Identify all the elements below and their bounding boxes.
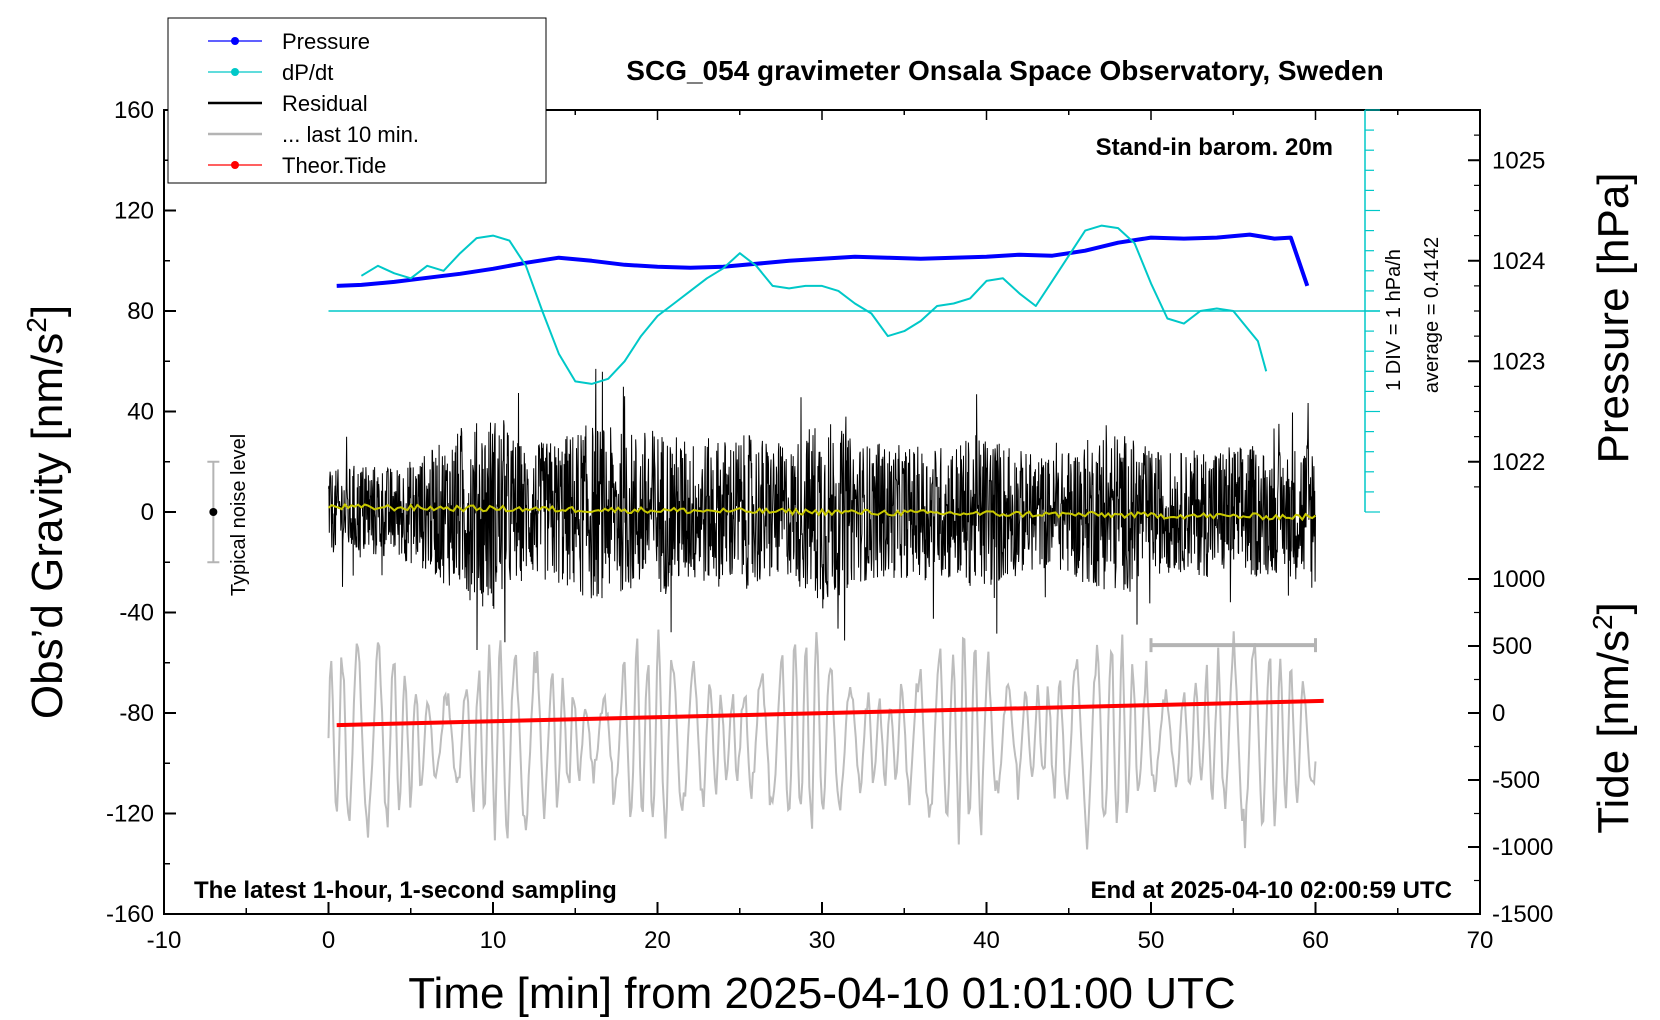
legend-dot-0 <box>231 37 239 45</box>
tide-tick-label: -1500 <box>1492 901 1553 928</box>
legend: Pressure dP/dt Residual ... last 10 min. The… <box>167 17 547 184</box>
average-label: average = 0.4142 <box>1421 237 1443 393</box>
legend-label-1: dP/dt <box>282 60 333 85</box>
legend-label-4: Theor.Tide <box>282 153 386 178</box>
y-tick-label: 80 <box>127 298 154 325</box>
x-tick-label: 20 <box>644 927 671 954</box>
axes-layer: -10 0 10 20 30 40 50 60 70 160 120 80 40 0 -40 -80 -120 -… <box>106 97 1553 954</box>
legend-label-2: Residual <box>282 91 368 116</box>
tide-tick-label: 0 <box>1492 700 1505 727</box>
x-tick-label: -10 <box>147 927 182 954</box>
x-tick-label: 60 <box>1302 927 1329 954</box>
y-tick-label: -80 <box>119 700 154 727</box>
y-tick-label: 0 <box>141 499 154 526</box>
x-tick-label: 40 <box>973 927 1000 954</box>
x-tick-label: 0 <box>322 927 335 954</box>
bottom-left-note: The latest 1-hour, 1-second sampling <box>194 877 617 904</box>
pressure-tick-label: 1023 <box>1492 348 1545 375</box>
y-axis-title-left-sup: 2 <box>21 317 52 333</box>
x-axis-title: Time [min] from 2025-04-10 01:01:00 UTC <box>408 969 1235 1018</box>
y-tick-label: -40 <box>119 600 154 627</box>
tide-tick-label: 500 <box>1492 633 1532 660</box>
x-tick-label: 70 <box>1467 927 1494 954</box>
x-tick-label: 10 <box>480 927 507 954</box>
residual-series <box>328 368 1316 651</box>
legend-dot-1 <box>231 68 239 76</box>
y-axis-title-left: Obs’d Gravity [nm/s2] <box>21 305 72 719</box>
barometer-note: Stand-in barom. 20m <box>1096 134 1333 161</box>
last-10-min-series <box>327 629 1317 850</box>
bottom-right-note: End at 2025-04-10 02:00:59 UTC <box>1091 877 1453 904</box>
tide-axis-title-end: ] <box>1589 602 1638 614</box>
legend-label-0: Pressure <box>282 29 370 54</box>
y-tick-label: -120 <box>106 801 154 828</box>
tide-axis-title-main: Tide [nm/s <box>1589 630 1638 834</box>
x-tick-label: 30 <box>809 927 836 954</box>
tide-tick-label: -500 <box>1492 767 1540 794</box>
tide-axis-title: Tide [nm/s2] <box>1587 602 1638 834</box>
tide-tick-label: 1000 <box>1492 566 1545 593</box>
x-tick-label: 50 <box>1138 927 1165 954</box>
y-axis-title-left-main: Obs’d Gravity [nm/s <box>23 333 72 719</box>
pressure-tick-label: 1022 <box>1492 449 1545 476</box>
noise-label: Typical noise level <box>228 434 250 596</box>
tide-axis-title-sup: 2 <box>1587 614 1618 630</box>
legend-box <box>167 17 547 184</box>
y-tick-label: 160 <box>114 97 154 124</box>
pressure-axis-title: Pressure [hPa] <box>1589 172 1638 463</box>
pressure-tick-label: 1024 <box>1492 248 1545 275</box>
y-tick-label: 120 <box>114 198 154 225</box>
series-2 <box>336 698 1324 728</box>
legend-dot-4 <box>231 161 239 169</box>
div-label: 1 DIV = 1 hPa/h <box>1383 249 1405 391</box>
y-tick-label: 40 <box>127 399 154 426</box>
pressure-tick-label: 1025 <box>1492 147 1545 174</box>
series-1 <box>360 224 1268 385</box>
chart-title: SCG_054 gravimeter Onsala Space Observat… <box>626 55 1383 86</box>
y-axis-title-left-end: ] <box>23 305 72 317</box>
noise-bar-dot <box>209 508 218 516</box>
tide-tick-label: -1000 <box>1492 834 1553 861</box>
legend-label-3: ... last 10 min. <box>282 122 419 147</box>
y-tick-label: -160 <box>106 901 154 928</box>
smoothed-residual-series <box>327 502 1317 522</box>
data-layer <box>207 109 1380 850</box>
series-0 <box>336 232 1310 288</box>
